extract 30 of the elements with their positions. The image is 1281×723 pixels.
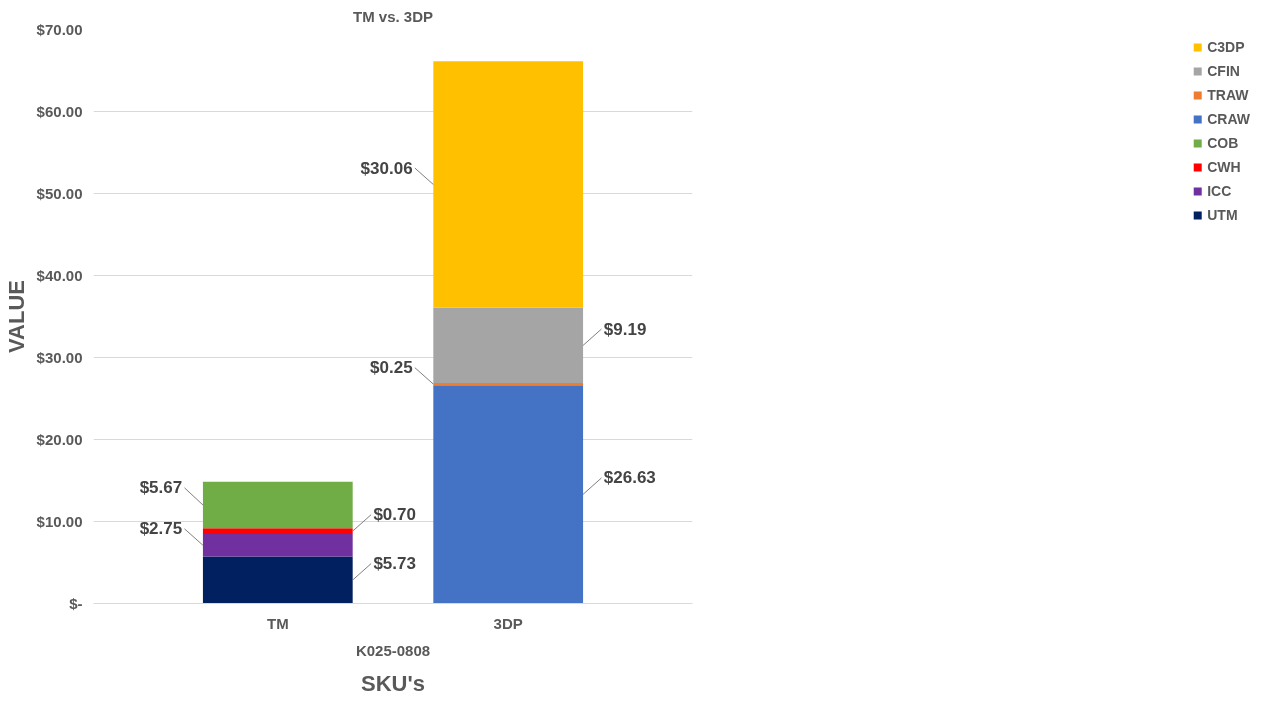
data-label: $26.63 bbox=[603, 468, 656, 488]
x-tick-label: TM bbox=[266, 614, 289, 632]
y-tick-label: $20.00 bbox=[36, 431, 83, 448]
data-label: $5.73 bbox=[373, 554, 416, 574]
data-label: $30.06 bbox=[360, 158, 413, 178]
legend-label: C3DP bbox=[1207, 39, 1245, 55]
legend-label: UTM bbox=[1207, 207, 1238, 223]
text: K025-0808 bbox=[355, 641, 431, 659]
chart-title: TM vs. 3DP bbox=[352, 7, 434, 25]
y-tick-label: $70.00 bbox=[36, 21, 83, 38]
legend-label: ICC bbox=[1207, 183, 1232, 199]
y-tick-label: $40.00 bbox=[36, 267, 83, 284]
data-label: $9.19 bbox=[603, 319, 647, 339]
data-label: $2.75 bbox=[139, 519, 183, 539]
data-label: $0.70 bbox=[373, 505, 416, 525]
x-tick-label: 3DP bbox=[493, 614, 523, 632]
y-tick-label: $10.00 bbox=[36, 513, 83, 530]
legend-label: CRAW bbox=[1207, 111, 1250, 127]
legend-label: COB bbox=[1207, 135, 1239, 151]
x-axis-title: SKU's bbox=[361, 670, 425, 696]
legend-label: CFIN bbox=[1207, 63, 1240, 79]
legend-label: CWH bbox=[1207, 159, 1241, 175]
y-tick-label: $- bbox=[69, 595, 83, 612]
y-axis-title: VALUE bbox=[3, 280, 29, 353]
legend-label: TRAW bbox=[1207, 87, 1249, 103]
data-label: $5.67 bbox=[139, 478, 183, 498]
data-label: $0.25 bbox=[370, 358, 413, 378]
y-tick-label: $30.00 bbox=[36, 349, 83, 366]
y-tick-label: $50.00 bbox=[36, 185, 83, 202]
y-tick-label: $60.00 bbox=[36, 103, 83, 120]
